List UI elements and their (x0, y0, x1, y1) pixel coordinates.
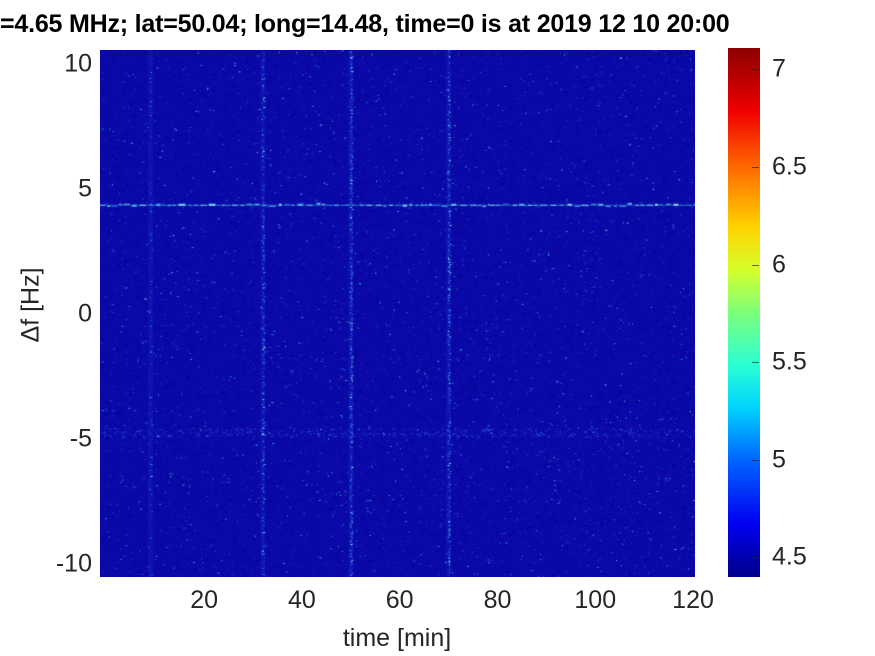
y-tick-label: 0 (78, 299, 92, 327)
y-tick-label: -10 (55, 549, 92, 577)
x-tick-label: 20 (190, 586, 219, 614)
colorbar-tick-mark (752, 459, 759, 461)
colorbar-tick-mark (752, 362, 759, 364)
spectrogram-heatmap (100, 50, 695, 577)
x-tick-label: 100 (574, 586, 617, 614)
colorbar-tick-label: 5.5 (772, 347, 807, 376)
colorbar-tick-mark (752, 69, 759, 71)
colorbar-tick-mark (752, 557, 759, 559)
x-tick-label: 40 (288, 586, 316, 614)
colorbar-tick-label: 7 (772, 54, 786, 83)
x-tick-label: 60 (385, 586, 414, 614)
colorbar (728, 48, 760, 577)
y-axis-label: Δf [Hz] (16, 267, 45, 343)
y-tick-label: 5 (78, 174, 92, 202)
colorbar-tick-label: 5 (772, 445, 786, 474)
x-axis-label: time [min] (342, 624, 452, 652)
colorbar-tick-mark (752, 264, 759, 266)
x-tick-label: 80 (483, 586, 512, 614)
colorbar-tick-label: 4.5 (772, 542, 807, 571)
colorbar-tick-label: 6 (772, 250, 786, 279)
y-tick-label: -5 (69, 424, 92, 452)
colorbar-tick-mark (752, 167, 759, 169)
plot-title: =4.65 MHz; lat=50.04; long=14.48, time=0… (0, 10, 730, 38)
colorbar-tick-label: 6.5 (772, 152, 807, 181)
x-tick-label: 120 (672, 586, 714, 614)
y-tick-label: 10 (64, 49, 92, 77)
